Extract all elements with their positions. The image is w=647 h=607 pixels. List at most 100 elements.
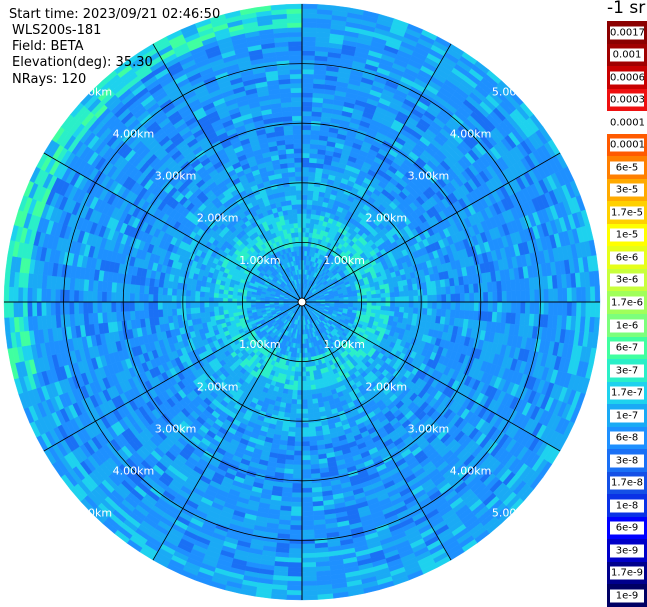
backscatter-cell [301, 194, 308, 200]
backscatter-cell [301, 566, 317, 573]
backscatter-cell [379, 288, 386, 294]
backscatter-cell [376, 297, 382, 303]
backscatter-cell [305, 380, 311, 386]
backscatter-cell [473, 301, 480, 312]
backscatter-cell [301, 385, 307, 391]
backscatter-cell [445, 309, 452, 318]
backscatter-cell [301, 115, 312, 121]
backscatter-cell [298, 352, 303, 359]
backscatter-cell [291, 487, 303, 494]
backscatter-cell [293, 450, 303, 456]
backscatter-cell [307, 412, 315, 419]
backscatter-cell [301, 543, 316, 549]
backscatter-cell [289, 412, 297, 419]
backscatter-cell [463, 284, 470, 294]
backscatter-cell [305, 222, 311, 229]
backscatter-cell [469, 301, 475, 312]
backscatter-cell [308, 422, 316, 428]
backscatter-cell [305, 371, 311, 377]
backscatter-cell [287, 431, 296, 438]
backscatter-cell [317, 593, 334, 600]
backscatter-cell [380, 301, 387, 307]
backscatter-cell [301, 427, 310, 433]
backscatter-cell [289, 534, 303, 540]
backscatter-cell [301, 3, 318, 10]
backscatter-cell [301, 68, 315, 75]
backscatter-cell [436, 287, 442, 296]
backscatter-cell [309, 143, 319, 150]
backscatter-cell [301, 134, 311, 140]
backscatter-cell [408, 301, 414, 309]
backscatter-cell [286, 585, 303, 591]
backscatter-cell [284, 459, 294, 465]
backscatter-cell [301, 557, 316, 563]
backscatter-cell [301, 445, 311, 452]
backscatter-cell [310, 384, 317, 391]
backscatter-cell [293, 459, 303, 466]
backscatter-cell [308, 431, 317, 438]
backscatter-cell [306, 394, 313, 400]
backscatter-cell [307, 408, 314, 414]
backscatter-cell [385, 297, 391, 303]
backscatter-cell [422, 295, 428, 303]
backscatter-cell [301, 501, 313, 508]
backscatter-cell [304, 361, 310, 368]
backscatter-cell [301, 352, 306, 359]
backscatter-cell [404, 296, 410, 303]
backscatter-cell [468, 310, 475, 321]
backscatter-cell [301, 380, 307, 387]
backscatter-cell [301, 31, 317, 38]
backscatter-cell [431, 294, 438, 303]
backscatter-cell [376, 301, 382, 307]
backscatter-cell [308, 366, 314, 372]
backscatter-cell [288, 543, 303, 549]
backscatter-cell [309, 440, 318, 447]
backscatter-cell [310, 139, 320, 145]
backscatter-cell [301, 348, 305, 354]
backscatter-cell [290, 403, 297, 410]
backscatter-cell [308, 162, 317, 168]
backscatter-cell [440, 309, 447, 318]
backscatter-cell [293, 380, 299, 386]
backscatter-cell [543, 288, 549, 303]
backscatter-cell [310, 468, 321, 475]
backscatter-cell [301, 497, 313, 503]
backscatter-cell [404, 301, 410, 308]
backscatter-cell [307, 190, 314, 196]
backscatter-cell [418, 295, 424, 303]
backscatter-cell [301, 41, 316, 47]
backscatter-cell [301, 101, 313, 107]
backscatter-cell [298, 362, 303, 368]
backscatter-cell [292, 389, 298, 396]
backscatter-cell [305, 218, 311, 224]
backscatter-cell [301, 562, 317, 568]
backscatter-cell [290, 408, 297, 414]
backscatter-cell [301, 106, 313, 112]
backscatter-cell [270, 593, 287, 600]
backscatter-cell [389, 287, 395, 293]
backscatter-cell [366, 290, 372, 296]
backscatter-cell [418, 301, 424, 309]
backscatter-cell [412, 307, 419, 315]
backscatter-cell [291, 399, 298, 405]
backscatter-cell [576, 287, 582, 303]
backscatter-cell [301, 483, 312, 489]
backscatter-cell [562, 301, 568, 317]
backscatter-cell [309, 157, 318, 164]
backscatter-cell [310, 379, 316, 386]
backscatter-cell [287, 562, 303, 568]
backscatter-cell [301, 22, 317, 28]
backscatter-cell [380, 305, 386, 311]
backscatter-cell [307, 185, 315, 192]
backscatter-cell [291, 501, 303, 508]
backscatter-cell [301, 534, 315, 540]
backscatter-cell [385, 306, 391, 312]
backscatter-cell [297, 385, 303, 391]
backscatter-cell [301, 55, 316, 61]
backscatter-cell [454, 285, 461, 295]
backscatter-cell [473, 292, 480, 303]
backscatter-cell [287, 566, 303, 573]
backscatter-cell [301, 87, 314, 93]
backscatter-cell [562, 287, 568, 303]
backscatter-cell [534, 289, 540, 303]
